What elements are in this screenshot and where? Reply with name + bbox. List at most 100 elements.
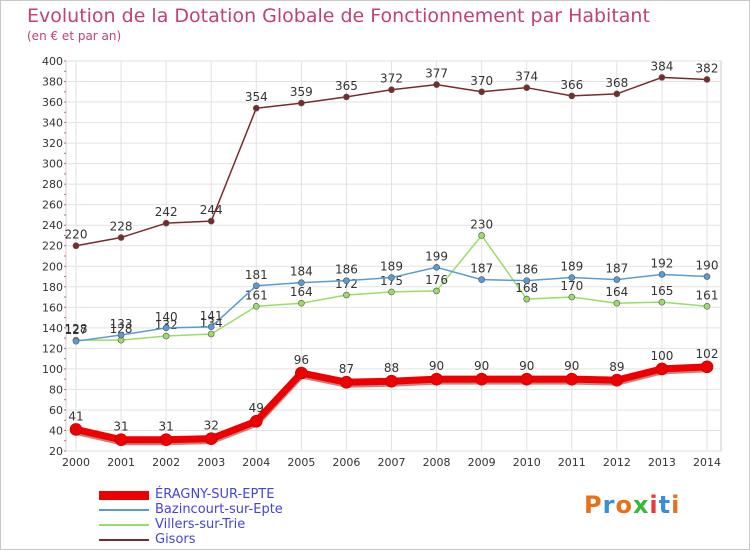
data-point <box>433 263 440 271</box>
logo-letter: t <box>658 491 672 519</box>
y-tick-label: 100 <box>42 363 63 376</box>
data-label: 384 <box>650 59 673 73</box>
data-label: 41 <box>68 409 83 423</box>
data-point <box>478 276 485 283</box>
y-tick-label: 320 <box>42 137 63 150</box>
y-tick-label: 240 <box>42 219 63 232</box>
data-label: 186 <box>335 263 358 277</box>
logo-letter: i <box>649 491 659 519</box>
data-label: 140 <box>155 310 178 324</box>
data-point <box>478 88 485 96</box>
data-label: 192 <box>650 256 673 270</box>
data-point <box>162 324 170 332</box>
data-point <box>610 373 624 387</box>
data-label: 90 <box>429 359 444 373</box>
data-label: 127 <box>65 323 88 337</box>
data-point <box>340 375 353 389</box>
y-tick-label: 280 <box>42 178 63 191</box>
data-point <box>703 273 711 280</box>
data-label: 128 <box>110 322 133 336</box>
series-gisors: 220 228 242 244 354 359 365 372 377 370 374 366 368 3… <box>65 59 718 250</box>
data-point <box>298 99 305 107</box>
y-tick-label: 120 <box>42 342 63 355</box>
data-point <box>658 271 666 278</box>
data-label: 199 <box>425 249 448 263</box>
data-label: 90 <box>564 359 579 373</box>
y-tick-label: 140 <box>42 322 63 335</box>
legend-label: Bazincourt-sur-Epte <box>155 502 283 517</box>
logo-letter: o <box>615 491 633 519</box>
data-point <box>703 76 711 83</box>
data-label: 354 <box>245 90 268 104</box>
legend-item: Villers-sur-Trie <box>99 517 399 532</box>
proxiti-logo: Proxiti <box>584 491 680 519</box>
data-point <box>159 433 173 447</box>
data-point <box>475 372 488 386</box>
data-point <box>343 291 350 299</box>
data-point <box>72 242 80 250</box>
data-label: 181 <box>245 268 268 282</box>
data-label: 100 <box>650 349 673 363</box>
x-tick-label: 2008 <box>423 456 451 469</box>
data-label: 228 <box>110 220 133 234</box>
x-tick-label: 2001 <box>107 456 135 469</box>
data-point <box>433 287 440 295</box>
plot-area <box>65 60 722 452</box>
x-tick-label: 2010 <box>513 456 541 469</box>
data-point <box>520 372 534 386</box>
data-label: 90 <box>519 359 534 373</box>
x-tick-label: 2007 <box>378 456 406 469</box>
data-label: 89 <box>609 360 624 374</box>
data-label: 141 <box>200 309 223 323</box>
logo-letter: x <box>632 491 650 519</box>
data-point <box>613 299 621 307</box>
data-label: 184 <box>290 265 313 279</box>
data-label: 189 <box>380 260 403 274</box>
y-tick-label: 160 <box>42 301 63 314</box>
data-point <box>204 432 218 445</box>
data-label: 102 <box>696 347 719 361</box>
data-point <box>385 374 398 388</box>
data-point <box>388 274 395 281</box>
data-label: 49 <box>249 401 264 415</box>
legend-item: ÉRAGNY-SUR-EPTE <box>99 487 399 502</box>
data-point <box>568 274 576 281</box>
y-tick-label: 300 <box>42 158 63 171</box>
data-label: 242 <box>155 205 178 219</box>
y-tick-label: 60 <box>49 404 63 417</box>
data-label: 161 <box>696 288 719 302</box>
logo-letter: P <box>584 491 603 519</box>
legend-swatch <box>99 524 149 526</box>
y-tick-label: 400 <box>42 55 63 68</box>
data-label: 370 <box>470 74 493 88</box>
data-point <box>703 302 711 310</box>
data-point <box>162 219 170 227</box>
x-tick-label: 2004 <box>242 456 270 469</box>
legend-label: Villers-sur-Trie <box>155 517 246 532</box>
data-point <box>655 362 669 376</box>
data-label: 32 <box>204 419 219 433</box>
x-tick-label: 2003 <box>197 456 225 469</box>
y-tick-label: 180 <box>42 281 63 294</box>
data-label: 90 <box>474 359 489 373</box>
data-label: 359 <box>290 85 313 99</box>
data-point <box>69 423 83 436</box>
y-tick-label: 340 <box>42 117 63 130</box>
data-point <box>478 232 485 239</box>
legend-label: ÉRAGNY-SUR-EPTE <box>155 487 275 502</box>
y-tick-label: 380 <box>42 76 63 89</box>
y-tick-label: 200 <box>42 260 63 273</box>
series--ragny-sur-epte: 41 31 31 32 49 96 87 88 90 90 90 90 89 100 102 <box>68 347 719 447</box>
data-point <box>568 92 576 100</box>
logo-letter: i <box>671 491 681 519</box>
data-point <box>252 302 260 310</box>
series-bazincourt-sur-epte: 127 133 140 141 181 184 186 189 199 187 186 189 187 1… <box>65 249 718 345</box>
data-point <box>523 277 531 284</box>
x-tick-label: 2014 <box>693 456 721 469</box>
data-point <box>72 337 80 345</box>
data-point <box>565 372 579 386</box>
data-point <box>252 104 260 112</box>
data-point <box>523 84 531 91</box>
data-point <box>613 276 621 283</box>
